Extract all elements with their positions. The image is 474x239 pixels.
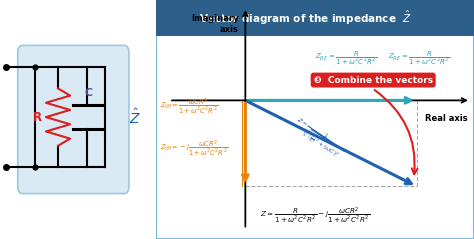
Text: $Z_{RE}=\dfrac{R}{1+\omega^2 C^2 R^2}$: $Z_{RE}=\dfrac{R}{1+\omega^2 C^2 R^2}$ — [388, 49, 450, 67]
Text: Vector diagram of the impedance  $\hat{Z}$: Vector diagram of the impedance $\hat{Z}… — [200, 9, 412, 27]
Text: $Z_{RE}=\dfrac{R}{1+\omega^2 C^2 R^2}$: $Z_{RE}=\dfrac{R}{1+\omega^2 C^2 R^2}$ — [315, 49, 377, 67]
Bar — [156, 0, 474, 36]
Text: R: R — [33, 111, 42, 124]
FancyBboxPatch shape — [156, 0, 474, 239]
Text: Imaginary
axis: Imaginary axis — [191, 14, 239, 34]
FancyBboxPatch shape — [18, 45, 129, 194]
Text: $Z_{IM}=\dfrac{\omega CR^2}{1+\omega^2 C^2 R^2}$: $Z_{IM}=\dfrac{\omega CR^2}{1+\omega^2 C… — [160, 97, 218, 116]
Text: C: C — [84, 88, 93, 98]
Text: $Z=\dfrac{R}{1+\omega^2 C^2 R^2}-j\dfrac{\omega CR^2}{1+\omega^2 C^2 R^2}$: $Z=\dfrac{R}{1+\omega^2 C^2 R^2}-j\dfrac… — [260, 205, 370, 225]
Text: Real axis: Real axis — [425, 114, 468, 123]
Text: ❸  Combine the vectors: ❸ Combine the vectors — [314, 76, 433, 85]
Text: $Z=\dfrac{1}{\sqrt{\left(\frac{1}{R}\right)^2+(\omega C)^2}}$: $Z=\dfrac{1}{\sqrt{\left(\frac{1}{R}\rig… — [290, 115, 347, 163]
Text: $\hat{Z}$: $\hat{Z}$ — [129, 108, 141, 127]
Text: $Z_{IM}=-j\dfrac{\omega CR^2}{1+\omega^2 C^2 R^2}$: $Z_{IM}=-j\dfrac{\omega CR^2}{1+\omega^2… — [160, 138, 228, 158]
